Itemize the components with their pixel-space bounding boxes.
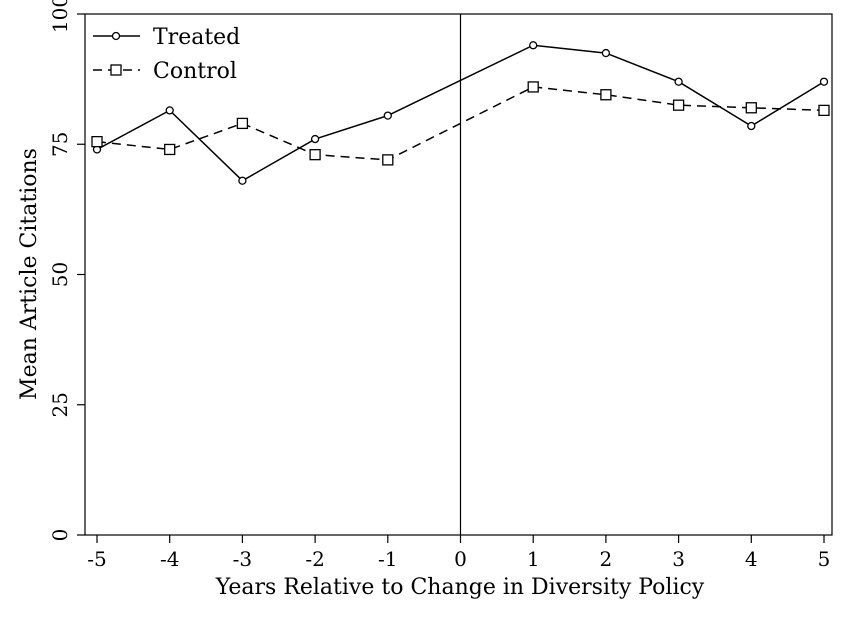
legend-treated-label: Treated	[153, 25, 240, 50]
x-tick-label: -3	[233, 547, 252, 571]
y-tick-label: 0	[48, 529, 72, 542]
data-point-treated	[383, 111, 392, 120]
series-layer	[91, 41, 830, 185]
series-line-control	[96, 86, 825, 161]
x-tick-label: 1	[527, 547, 540, 571]
legend-treated-marker	[111, 31, 121, 41]
x-tick-label: 4	[745, 547, 758, 571]
data-point-treated	[601, 48, 611, 58]
y-axis-title: Mean Article Citations	[17, 148, 42, 400]
data-point-control	[91, 135, 103, 148]
data-point-control	[236, 117, 249, 130]
data-point-treated	[819, 77, 829, 86]
data-point-control	[672, 99, 685, 111]
y-tick-label: 75	[48, 132, 72, 157]
x-tick-label: 3	[672, 547, 685, 571]
data-point-control	[600, 89, 612, 101]
legend: Treated Control	[93, 25, 240, 84]
x-tick-label: -5	[87, 547, 106, 571]
data-point-treated	[674, 77, 683, 86]
data-point-treated	[310, 134, 320, 144]
y-axis: 0 25 50 75 100	[48, 0, 85, 541]
data-point-control	[164, 143, 176, 156]
data-point-treated	[238, 176, 247, 185]
series-line-treated	[96, 44, 825, 182]
x-axis-title: Years Relative to Change in Diversity Po…	[215, 575, 705, 600]
x-tick-label: -2	[305, 547, 324, 571]
x-axis: -5 -4 -3 -2 -1 0 1 2 3 4 5	[87, 535, 830, 571]
x-tick-label: 2	[600, 547, 613, 571]
data-point-control	[818, 104, 830, 117]
data-point-control	[527, 81, 539, 93]
legend-control-label: Control	[153, 59, 237, 84]
x-tick-label: -1	[378, 547, 397, 571]
y-tick-label: 50	[48, 262, 72, 287]
data-point-control	[382, 154, 394, 166]
legend-control-marker	[110, 64, 122, 76]
y-tick-label: 25	[48, 392, 72, 417]
data-point-treated	[529, 41, 538, 50]
plot-frame	[84, 13, 833, 536]
x-tick-label: 5	[818, 547, 831, 571]
data-point-control	[309, 149, 321, 161]
y-tick-label: 100	[48, 0, 72, 33]
x-tick-label: -4	[160, 547, 179, 571]
x-tick-label: 0	[454, 547, 467, 571]
data-point-treated	[165, 106, 174, 115]
data-point-treated	[747, 121, 756, 131]
data-point-control	[745, 102, 757, 114]
